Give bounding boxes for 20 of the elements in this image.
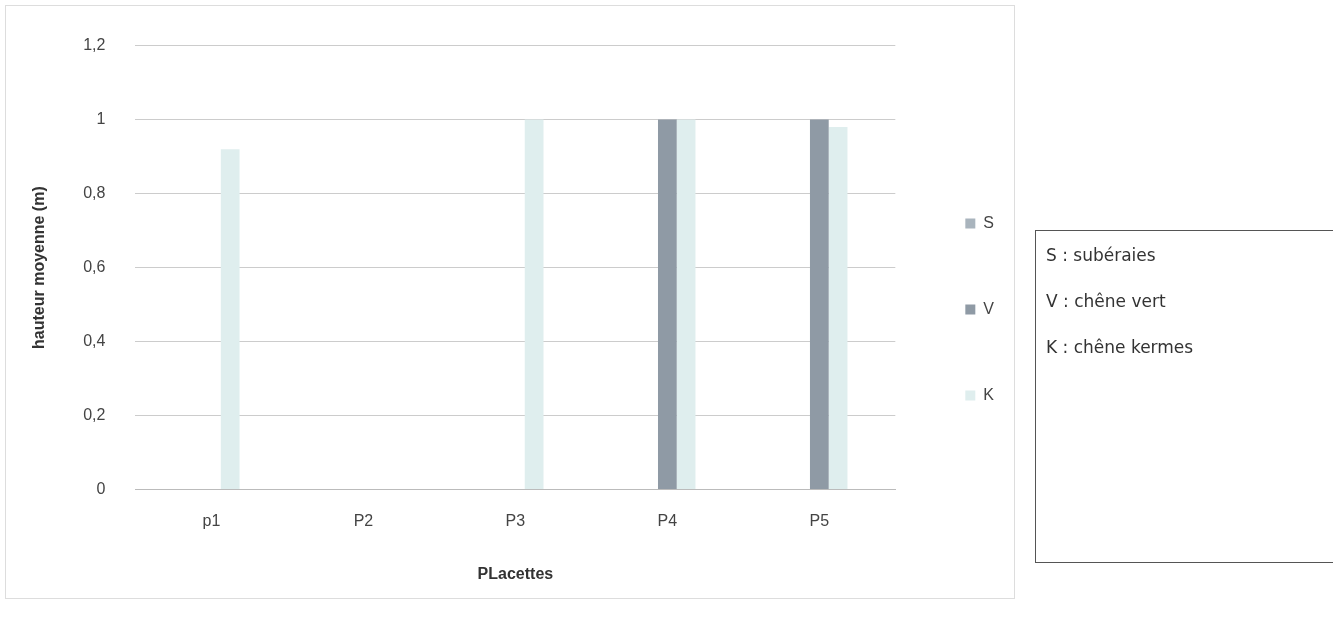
y-tick-label: 0,6 [83,258,106,276]
text: V : chêne vert [1046,291,1167,311]
y-tick-label: 0,8 [83,184,106,202]
text: K : chêne kermes [1046,337,1195,357]
x-axis-title: PLacettes [477,564,554,582]
x-tick-label: p1 [202,511,221,529]
legend-label: V [983,299,995,317]
y-tick-label: 0,4 [83,332,106,350]
y-tick-label: 0 [96,480,106,498]
x-tick-label: P3 [505,511,526,529]
legend-label: K [983,385,995,403]
y-axis-title: hauteur moyenne (m) [30,186,48,349]
y-tick-label: 1 [96,110,106,128]
x-tick-label: P4 [657,511,678,529]
y-tick-label: 1,2 [83,36,106,54]
x-tick-label: P5 [809,511,830,529]
text: S : subéraies [1046,245,1157,265]
legend-label: S [983,213,994,231]
x-tick-label: P2 [353,511,374,529]
y-tick-label: 0,2 [83,406,106,424]
